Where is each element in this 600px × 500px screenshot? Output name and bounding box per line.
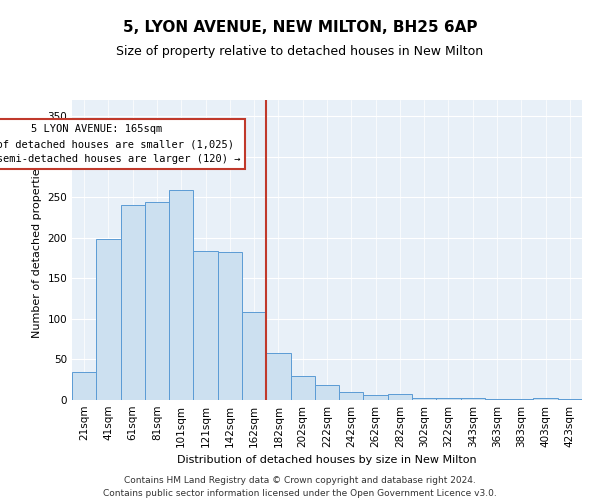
Bar xyxy=(364,395,388,400)
Text: Size of property relative to detached houses in New Milton: Size of property relative to detached ho… xyxy=(116,45,484,58)
Y-axis label: Number of detached properties: Number of detached properties xyxy=(32,162,42,338)
Text: 5 LYON AVENUE: 165sqm
← 90% of detached houses are smaller (1,025)
10% of semi-d: 5 LYON AVENUE: 165sqm ← 90% of detached … xyxy=(0,124,240,164)
Bar xyxy=(266,353,290,400)
Bar xyxy=(461,398,485,400)
Bar xyxy=(485,399,509,400)
Bar xyxy=(388,394,412,400)
Bar xyxy=(558,399,582,400)
Bar xyxy=(169,190,193,400)
Bar xyxy=(339,392,364,400)
Bar xyxy=(96,238,121,400)
Bar xyxy=(242,312,266,400)
X-axis label: Distribution of detached houses by size in New Milton: Distribution of detached houses by size … xyxy=(177,456,477,466)
Bar xyxy=(72,372,96,400)
Bar xyxy=(193,251,218,400)
Bar xyxy=(412,398,436,400)
Bar xyxy=(315,384,339,400)
Bar xyxy=(533,398,558,400)
Bar xyxy=(436,398,461,400)
Bar xyxy=(290,376,315,400)
Bar xyxy=(509,399,533,400)
Text: 5, LYON AVENUE, NEW MILTON, BH25 6AP: 5, LYON AVENUE, NEW MILTON, BH25 6AP xyxy=(123,20,477,35)
Bar xyxy=(121,204,145,400)
Text: Contains HM Land Registry data © Crown copyright and database right 2024.
Contai: Contains HM Land Registry data © Crown c… xyxy=(103,476,497,498)
Bar xyxy=(145,202,169,400)
Bar xyxy=(218,252,242,400)
